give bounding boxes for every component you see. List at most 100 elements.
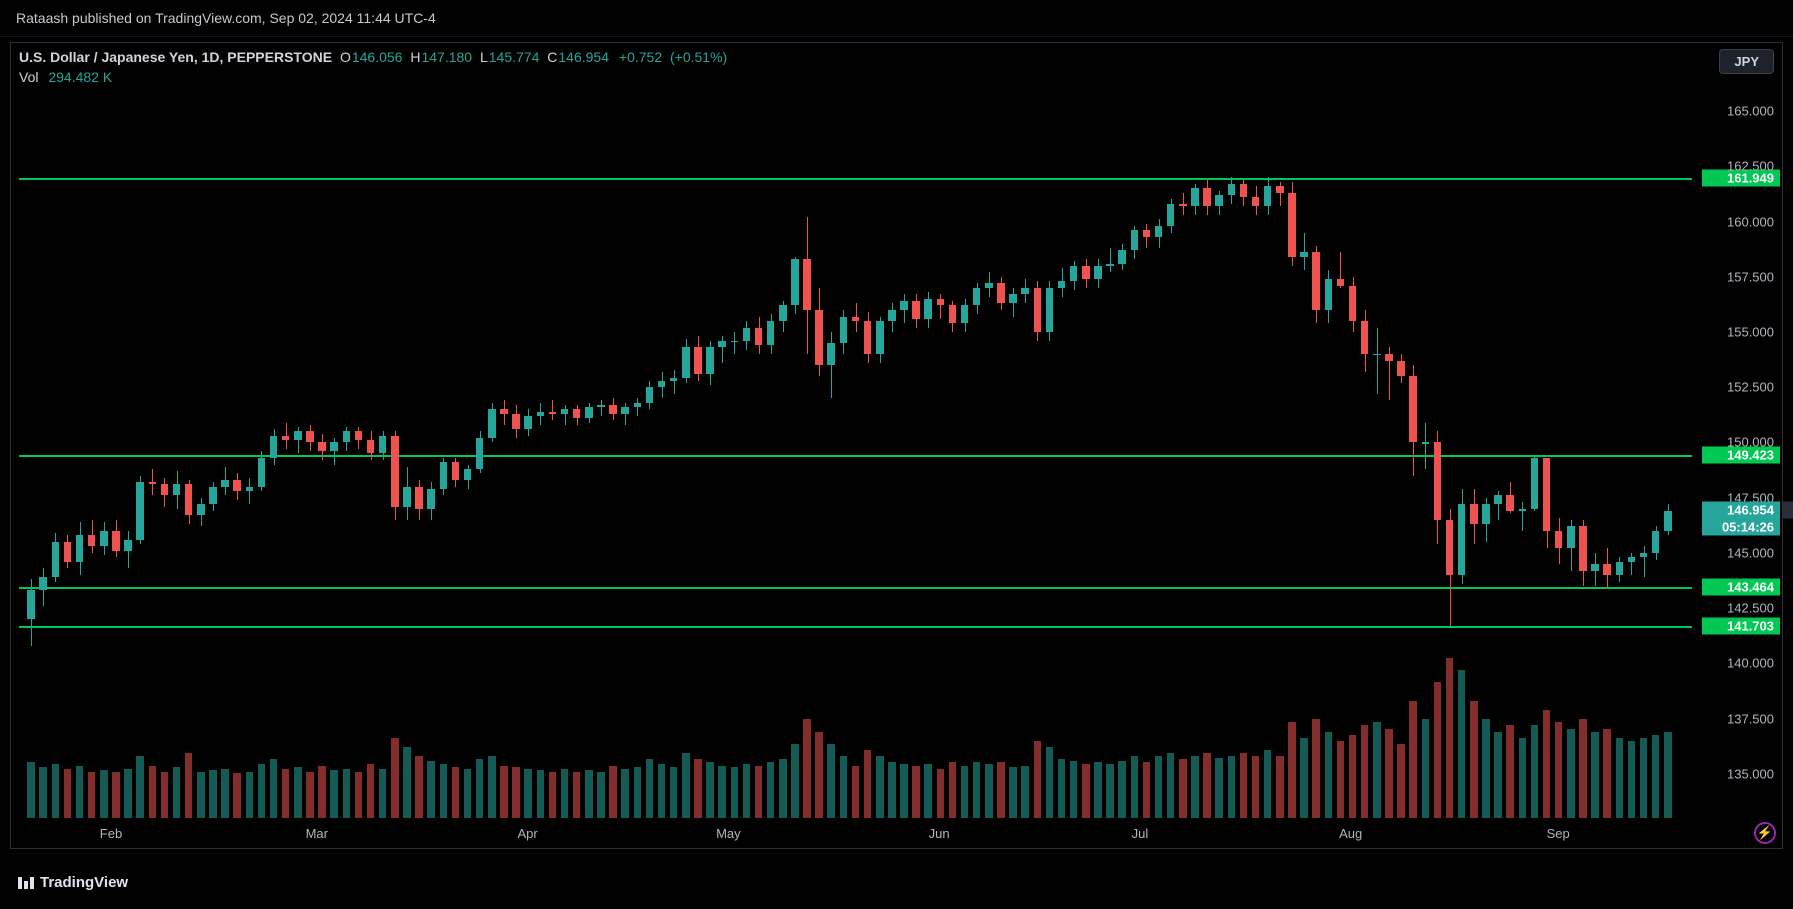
candle-body: [1446, 520, 1454, 575]
volume-bar: [124, 769, 132, 818]
candle-body: [561, 409, 569, 413]
candle-body: [997, 283, 1005, 303]
volume-bar: [258, 764, 266, 818]
volume-bar: [1179, 759, 1187, 818]
horizontal-level-line[interactable]: [19, 626, 1692, 628]
candle-body: [1603, 564, 1611, 575]
x-axis-tick: Jun: [929, 826, 950, 841]
volume-bar: [1143, 762, 1151, 818]
y-axis-tick: 165.000: [1727, 104, 1774, 119]
candle-body: [1652, 531, 1660, 553]
volume-bar: [1094, 762, 1102, 818]
x-axis-tick: May: [716, 826, 741, 841]
high-label: H: [410, 49, 420, 65]
volume-bar: [1494, 732, 1502, 818]
volume-bar: [500, 766, 508, 818]
horizontal-level-line[interactable]: [19, 178, 1692, 180]
candle-body: [1531, 458, 1539, 509]
candle-body: [1628, 557, 1636, 561]
candle-wick: [1522, 502, 1523, 531]
volume-bar: [306, 772, 314, 818]
candle-body: [549, 412, 557, 414]
candle-body: [949, 305, 957, 323]
volume-bar: [949, 762, 957, 818]
candle-body: [1252, 197, 1260, 206]
candle-body: [500, 409, 508, 413]
volume-bar: [464, 769, 472, 818]
volume-bar: [221, 769, 229, 818]
candle-body: [961, 305, 969, 323]
candle-body: [1470, 504, 1478, 524]
volume-bar: [64, 769, 72, 818]
volume-bar: [961, 766, 969, 818]
candle-body: [452, 462, 460, 480]
horizontal-level-line[interactable]: [19, 587, 1692, 589]
candle-body: [840, 317, 848, 344]
volume-bar: [803, 719, 811, 818]
x-axis-tick: Sep: [1547, 826, 1570, 841]
change-pct-value: (+0.51%): [670, 49, 727, 65]
currency-button[interactable]: JPY: [1719, 49, 1774, 74]
volume-bar: [888, 762, 896, 818]
y-axis-tick: 135.000: [1727, 766, 1774, 781]
volume-bar: [609, 766, 617, 818]
volume-bar: [1034, 741, 1042, 818]
candle-wick: [552, 400, 553, 420]
price-y-axis[interactable]: 135.000137.500140.000142.500145.000147.5…: [1694, 89, 1782, 818]
price-plot-area[interactable]: 161.949149.423143.464141.703USDJPY146.95…: [19, 89, 1692, 818]
high-value: 147.180: [421, 49, 472, 65]
candle-body: [1616, 562, 1624, 575]
candle-body: [1664, 511, 1672, 531]
candle-body: [1579, 526, 1587, 570]
volume-bar: [658, 764, 666, 818]
candle-body: [185, 484, 193, 515]
volume-bar: [706, 762, 714, 818]
volume-bar: [233, 773, 241, 818]
flash-icon[interactable]: ⚡: [1754, 822, 1776, 844]
volume-bar: [1409, 701, 1417, 818]
candle-body: [1640, 553, 1648, 557]
volume-bar: [1579, 719, 1587, 818]
candle-body: [1143, 230, 1151, 237]
candle-body: [136, 482, 144, 539]
volume-bar: [294, 767, 302, 818]
candle-body: [597, 405, 605, 407]
candle-wick: [831, 332, 832, 398]
candle-body: [27, 590, 35, 619]
candle-body: [706, 347, 714, 374]
volume-bar: [1531, 725, 1539, 818]
volume-bar: [573, 772, 581, 818]
candle-body: [403, 487, 411, 507]
price-badge-countdown: 05:14:26: [1702, 518, 1780, 535]
candle-body: [1094, 266, 1102, 279]
candle-body: [161, 484, 169, 495]
candle-body: [1070, 266, 1078, 281]
symbol-info-line: U.S. Dollar / Japanese Yen, 1D, PEPPERST…: [19, 49, 727, 65]
candle-body: [791, 259, 799, 305]
volume-bar: [549, 772, 557, 818]
volume-bar: [161, 772, 169, 818]
y-axis-tick: 155.000: [1727, 325, 1774, 340]
candle-body: [827, 343, 835, 365]
y-axis-tick: 162.500: [1727, 159, 1774, 174]
volume-bar: [1228, 756, 1236, 818]
candle-body: [1215, 195, 1223, 206]
brand-footer: TradingView: [18, 874, 128, 891]
volume-bar: [900, 764, 908, 818]
y-axis-tick: 157.500: [1727, 269, 1774, 284]
volume-bar: [1446, 658, 1454, 818]
brand-text: TradingView: [40, 874, 128, 891]
candle-body: [415, 487, 423, 509]
candle-body: [1288, 193, 1296, 257]
candle-body: [1228, 184, 1236, 195]
volume-bar: [1046, 747, 1054, 818]
volume-bar: [791, 744, 799, 818]
volume-bar: [1361, 725, 1369, 818]
candle-wick: [1110, 248, 1111, 272]
volume-bar: [561, 769, 569, 818]
time-x-axis[interactable]: FebMarAprMayJunJulAugSep: [19, 820, 1692, 848]
volume-bar: [646, 759, 654, 818]
volume-bar: [1664, 732, 1672, 818]
volume-bar: [1131, 756, 1139, 818]
candle-body: [343, 431, 351, 442]
